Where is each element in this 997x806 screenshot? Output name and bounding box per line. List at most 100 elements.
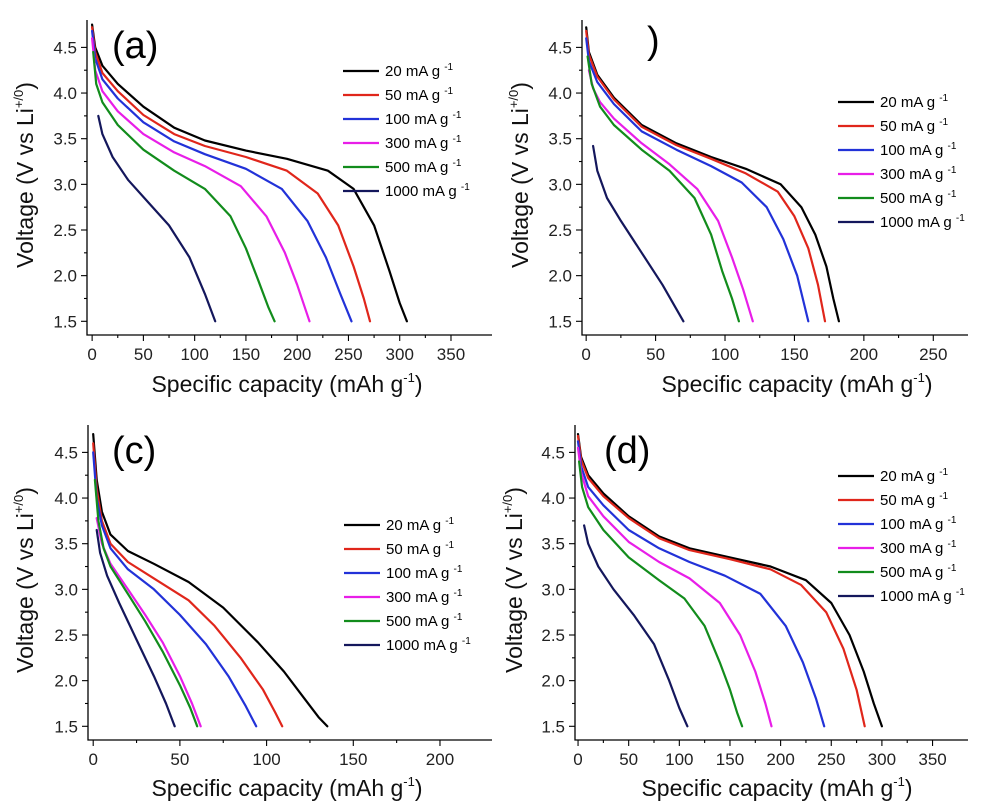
y-tick-label: 3.0 xyxy=(541,580,565,599)
legend-label-1000: 1000 mA g -1 xyxy=(880,213,965,231)
legend-label-500: 500 mA g -1 xyxy=(386,612,463,630)
legend-label-1000: 1000 mA g -1 xyxy=(386,636,471,654)
x-tick-label: 100 xyxy=(252,750,280,769)
x-tick-label: 350 xyxy=(437,345,465,364)
x-tick-label: 150 xyxy=(780,345,808,364)
series-line-500-ma-g xyxy=(578,460,744,728)
x-tick-label: 0 xyxy=(581,345,590,364)
y-tick-label: 3.0 xyxy=(54,580,78,599)
x-axis-title: Specific capacity (mAh g-1) xyxy=(151,370,422,397)
series-line-1000-ma-g xyxy=(95,528,176,728)
x-axis-title: Specific capacity (mAh g-1) xyxy=(641,774,912,801)
y-tick-label: 3.5 xyxy=(54,535,78,554)
series-line-300-ma-g xyxy=(576,446,773,728)
axes-frame xyxy=(581,20,968,336)
y-tick-label: 4.0 xyxy=(54,489,78,508)
panel-label: (d) xyxy=(604,430,650,472)
legend-label-20: 20 mA g -1 xyxy=(880,467,949,485)
x-tick-label: 150 xyxy=(232,345,260,364)
y-axis-title: Voltage (V vs Li+/0) xyxy=(11,487,38,673)
y-axis-title: Voltage (V vs Li+/0) xyxy=(500,487,527,673)
y-tick-label: 3.5 xyxy=(548,130,572,149)
y-tick-label: 2.0 xyxy=(541,672,565,691)
y-tick-label: 3.5 xyxy=(541,535,565,554)
series-line-500-ma-g xyxy=(93,478,199,728)
y-tick-label: 3.0 xyxy=(548,175,572,194)
x-axis-title: Specific capacity (mAh g-1) xyxy=(151,774,422,801)
x-tick-label: 50 xyxy=(134,345,153,364)
x-tick-label: 200 xyxy=(850,345,878,364)
legend-label-100: 100 mA g -1 xyxy=(386,564,463,582)
legend-label-500: 500 mA g -1 xyxy=(880,189,957,207)
x-tick-label: 0 xyxy=(87,345,96,364)
y-tick-label: 2.5 xyxy=(54,626,78,645)
legend-label-300: 300 mA g -1 xyxy=(880,539,957,557)
legend-label-20: 20 mA g -1 xyxy=(880,93,949,111)
panel-a: 0 50 100 150 200 250 300 350 1.5 2.0 2.5 3.0 3.5 4.0 4… xyxy=(11,20,492,397)
y-tick-label: 2.5 xyxy=(548,221,572,240)
axes-frame xyxy=(87,425,492,741)
x-tick-label: 200 xyxy=(766,750,794,769)
x-tick-label: 200 xyxy=(426,750,454,769)
y-tick-label: 4.0 xyxy=(53,84,77,103)
series-line-20-ma-g xyxy=(585,26,840,323)
legend-label-20: 20 mA g -1 xyxy=(386,516,455,534)
y-tick-label: 1.5 xyxy=(53,312,77,331)
y-tick-label: 4.5 xyxy=(548,38,572,57)
legend-label-500: 500 mA g -1 xyxy=(385,158,462,176)
y-tick-label: 4.5 xyxy=(54,443,78,462)
legend-label-300: 300 mA g -1 xyxy=(385,134,462,152)
y-tick-label: 4.0 xyxy=(548,84,572,103)
x-tick-label: 300 xyxy=(868,750,896,769)
panel-label: (c) xyxy=(112,430,156,472)
series-line-50-ma-g xyxy=(576,434,866,728)
x-axis-title: Specific capacity (mAh g-1) xyxy=(661,370,932,397)
x-tick-label: 200 xyxy=(283,345,311,364)
legend-label-50: 50 mA g -1 xyxy=(385,86,454,104)
panel-label: ) xyxy=(647,20,660,62)
legend-label-50: 50 mA g -1 xyxy=(386,540,455,558)
x-tick-label: 0 xyxy=(88,750,97,769)
panel-d: 0 50 100 150 200 250 300 350 1.5 2.0 2.5 3.0 3.5 4.0 4… xyxy=(500,425,968,801)
legend-label-1000: 1000 mA g -1 xyxy=(385,182,470,200)
legend-label-50: 50 mA g -1 xyxy=(880,491,949,509)
series-line-300-ma-g xyxy=(587,69,754,323)
x-tick-label: 150 xyxy=(339,750,367,769)
y-tick-label: 1.5 xyxy=(541,717,565,736)
x-tick-label: 250 xyxy=(919,345,947,364)
legend-label-50: 50 mA g -1 xyxy=(880,117,949,135)
x-tick-label: 250 xyxy=(817,750,845,769)
series-line-100-ma-g xyxy=(585,37,810,323)
legend-label-100: 100 mA g -1 xyxy=(385,110,462,128)
y-tick-label: 2.0 xyxy=(53,267,77,286)
y-tick-label: 2.5 xyxy=(53,221,77,240)
y-tick-label: 3.0 xyxy=(53,175,77,194)
legend-label-500: 500 mA g -1 xyxy=(880,563,957,581)
series-line-100-ma-g xyxy=(91,29,353,323)
y-tick-label: 3.5 xyxy=(53,130,77,149)
series-line-1000-ma-g xyxy=(97,114,217,323)
x-tick-label: 50 xyxy=(170,750,189,769)
series-line-100-ma-g xyxy=(92,451,258,728)
axes-frame xyxy=(86,20,492,336)
x-tick-label: 350 xyxy=(918,750,946,769)
y-tick-label: 2.0 xyxy=(54,672,78,691)
x-tick-label: 100 xyxy=(665,750,693,769)
y-tick-label: 1.5 xyxy=(548,312,572,331)
panel-label: (a) xyxy=(112,25,158,67)
panel-b: 0 50 100 150 200 250 1.5 2.0 2.5 3.0 3.5 4.0 4.5 Spec… xyxy=(506,20,968,397)
axes-frame xyxy=(574,425,968,741)
x-tick-label: 50 xyxy=(619,750,638,769)
x-tick-label: 150 xyxy=(716,750,744,769)
legend-label-1000: 1000 mA g -1 xyxy=(880,587,965,605)
legend-label-20: 20 mA g -1 xyxy=(385,62,454,80)
y-tick-label: 4.0 xyxy=(541,489,565,508)
legend-label-100: 100 mA g -1 xyxy=(880,515,957,533)
series-line-50-ma-g xyxy=(585,29,827,323)
x-tick-label: 50 xyxy=(646,345,665,364)
series-line-20-ma-g xyxy=(576,433,883,728)
legend-label-300: 300 mA g -1 xyxy=(880,165,957,183)
series-line-20-ma-g xyxy=(91,23,408,323)
y-axis-title: Voltage (V vs Li+/0) xyxy=(11,82,38,268)
